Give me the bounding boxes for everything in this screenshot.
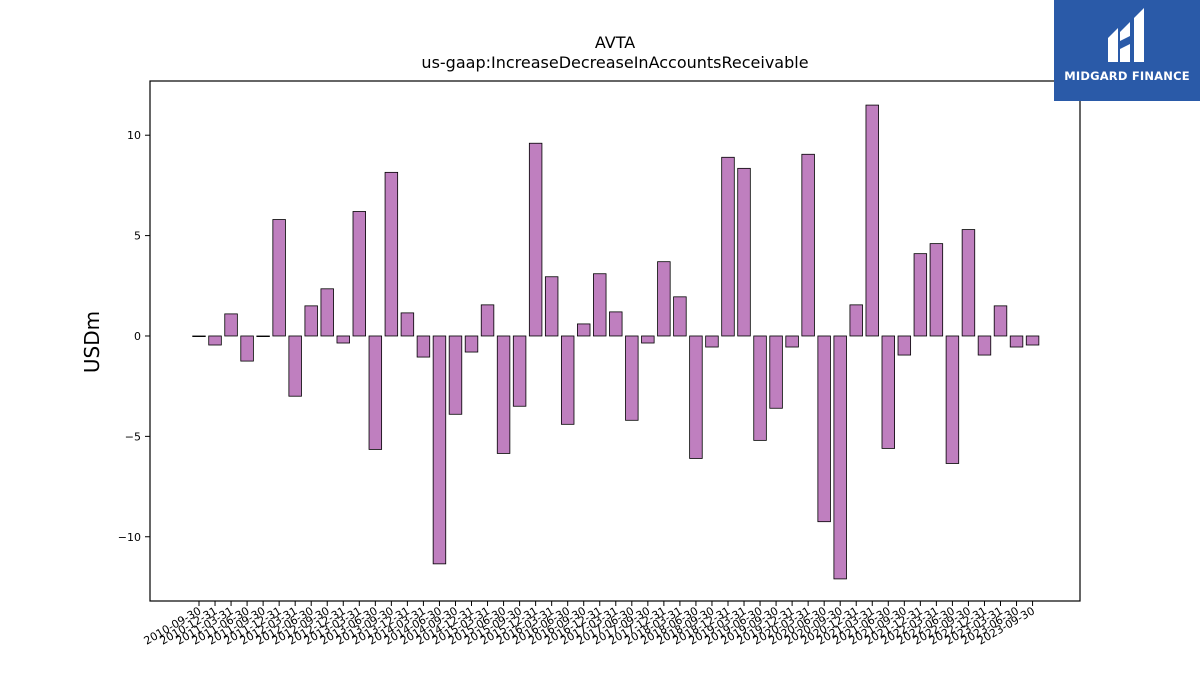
- y-axis-label: USDm: [80, 311, 104, 373]
- bar-2015-09-30: [512, 335, 527, 407]
- y-tick-label: 5: [134, 230, 141, 243]
- bar-2013-06-30: [368, 335, 383, 450]
- y-tick-label: −10: [118, 531, 141, 544]
- bar-2015-06-30: [496, 335, 511, 454]
- bar-2019-03-31: [737, 167, 751, 337]
- bar-2017-12-31: [657, 261, 671, 337]
- x-axis: 2010-09-302010-12-312011-03-312011-06-30…: [142, 601, 1037, 648]
- bar-2013-09-30: [384, 171, 399, 337]
- bar-2017-06-30: [625, 335, 639, 421]
- bar-2014-06-30: [432, 335, 447, 565]
- bar-2011-12-31: [272, 219, 286, 337]
- chart-title: AVTA: [595, 33, 635, 52]
- bar-2018-12-31: [721, 156, 735, 337]
- bar-2016-12-31: [593, 273, 607, 337]
- chart-subtitle: us-gaap:IncreaseDecreaseInAccountsReceiv…: [421, 53, 808, 72]
- brand-logo: MIDGARD FINANCE: [1054, 0, 1200, 101]
- bar-2010-09-30: [192, 335, 206, 337]
- bar-2022-03-31: [929, 243, 944, 337]
- bar-2016-03-31: [544, 276, 559, 337]
- bar-2011-03-31: [224, 313, 238, 337]
- bar-2014-03-31: [416, 335, 431, 358]
- y-axis: −10 −5 0 5 10: [118, 129, 150, 544]
- bar-2012-09-30: [320, 288, 334, 337]
- bar-2022-09-30: [961, 229, 976, 337]
- bar-2019-12-31: [785, 335, 799, 348]
- bar-2020-06-30: [817, 335, 831, 523]
- bar-2021-09-30: [897, 335, 912, 356]
- bar-2022-12-31: [977, 335, 992, 356]
- y-tick-label: 0: [134, 330, 141, 343]
- bar-2017-03-31: [609, 311, 623, 337]
- bar-2014-09-30: [448, 335, 463, 415]
- bar-2010-12-31: [208, 335, 222, 346]
- bars-group: [192, 104, 1040, 580]
- bar-2015-03-31: [480, 304, 495, 337]
- bar-2020-03-31: [801, 153, 815, 337]
- y-tick-label: −5: [125, 430, 141, 443]
- bar-2015-12-31: [528, 142, 543, 337]
- bar-2011-09-30: [256, 335, 270, 337]
- bar-2016-09-30: [577, 323, 591, 337]
- brand-name: MIDGARD FINANCE: [1064, 69, 1190, 83]
- bar-2023-09-30: [1025, 335, 1040, 346]
- bar-2013-03-31: [352, 211, 367, 337]
- bar-2022-06-30: [945, 335, 960, 464]
- y-tick-label: 10: [127, 129, 141, 142]
- bar-2020-09-30: [833, 335, 847, 580]
- bar-2021-03-31: [865, 104, 879, 337]
- bar-2012-06-30: [304, 305, 318, 337]
- plot-frame: [149, 80, 1081, 602]
- bar-2018-03-31: [673, 296, 687, 337]
- bar-2019-06-30: [753, 335, 767, 441]
- bar-2021-06-30: [881, 335, 895, 449]
- bar-2023-03-31: [993, 305, 1008, 337]
- bar-2011-06-30: [240, 335, 254, 362]
- bar-2013-12-31: [400, 312, 415, 337]
- bar-2018-06-30: [689, 335, 703, 459]
- bar-2023-06-30: [1009, 335, 1024, 348]
- bar-2012-12-31: [336, 335, 350, 344]
- bar-2018-09-30: [705, 335, 719, 348]
- bar-2016-06-30: [560, 335, 575, 425]
- midgard-logo-icon: [1108, 8, 1144, 62]
- bar-2020-12-31: [849, 304, 863, 337]
- bar-2019-09-30: [769, 335, 783, 409]
- bar-2017-09-30: [641, 335, 655, 344]
- bar-2021-12-31: [913, 253, 928, 337]
- bar-2014-12-31: [464, 335, 479, 353]
- bar-2012-03-31: [288, 335, 302, 397]
